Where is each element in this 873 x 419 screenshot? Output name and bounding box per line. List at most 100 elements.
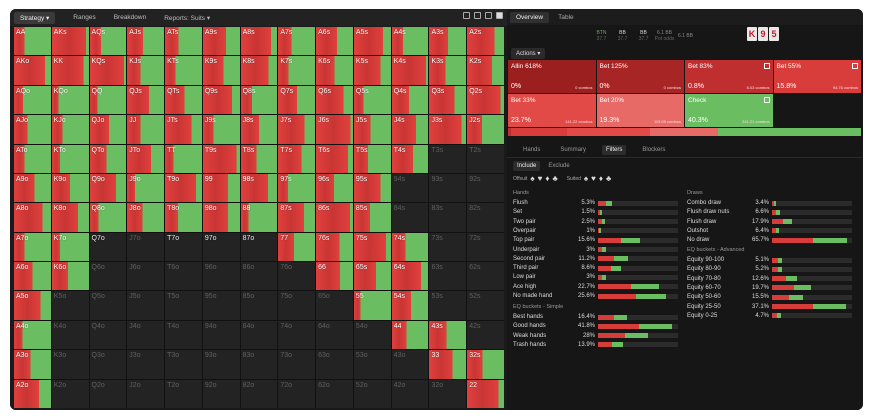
hand-cell-94s[interactable]: 94s bbox=[391, 173, 429, 203]
checkbox-icon[interactable] bbox=[852, 63, 858, 69]
action-bet-83-[interactable]: Bet 83% 0.8% 5.03 combos bbox=[685, 60, 773, 93]
hand-cell-A4o[interactable]: A4o bbox=[14, 320, 51, 350]
hand-cell-K2s[interactable]: K2s bbox=[467, 56, 504, 85]
filter-row-combo-draw[interactable]: Combo draw 3.4% bbox=[687, 199, 852, 207]
hand-cell-JTs[interactable]: JTs bbox=[165, 115, 202, 144]
hand-cell-95o[interactable]: 95o bbox=[202, 291, 240, 320]
hand-cell-63s[interactable]: 63s bbox=[429, 262, 467, 291]
hand-cell-J2s[interactable]: J2s bbox=[467, 115, 504, 144]
hand-cell-73o[interactable]: 73o bbox=[278, 350, 316, 379]
action-bet-33-[interactable]: Bet 33% 23.7% 141.22 combos bbox=[508, 94, 596, 127]
filter-row-two-pair[interactable]: Two pair 2.5% bbox=[513, 218, 678, 226]
hand-cell-K4o[interactable]: K4o bbox=[51, 320, 89, 350]
hand-cell-T4o[interactable]: T4o bbox=[165, 320, 202, 350]
hand-cell-A2o[interactable]: A2o bbox=[14, 379, 51, 408]
action-bet-20-[interactable]: Bet 20% 19.3% 115.05 combos bbox=[596, 94, 684, 127]
hand-cell-64s[interactable]: 64s bbox=[391, 262, 429, 291]
hand-cell-A7s[interactable]: A7s bbox=[278, 27, 316, 56]
tab-breakdown[interactable]: Breakdown bbox=[113, 14, 147, 21]
filter-row-underpair[interactable]: Underpair 3% bbox=[513, 246, 678, 254]
tab-table[interactable]: Table bbox=[558, 13, 574, 21]
filter-row-flush-draw[interactable]: Flush draw 17.9% bbox=[687, 218, 852, 226]
offsuit-club-icon[interactable]: ♣ bbox=[552, 174, 558, 183]
hand-cell-QQ[interactable]: QQ bbox=[89, 85, 127, 115]
hand-cell-93o[interactable]: 93o bbox=[202, 350, 240, 379]
hand-cell-A8o[interactable]: A8o bbox=[14, 203, 51, 232]
hand-cell-84o[interactable]: 84o bbox=[240, 320, 278, 350]
hand-cell-98o[interactable]: 98o bbox=[202, 203, 240, 232]
hand-cell-AJo[interactable]: AJo bbox=[14, 115, 51, 144]
actions-dropdown[interactable]: Actions ▾ bbox=[511, 48, 546, 59]
hand-cell-A3o[interactable]: A3o bbox=[14, 350, 51, 379]
hand-cell-K3s[interactable]: K3s bbox=[429, 56, 467, 85]
hand-cell-53o[interactable]: 53o bbox=[353, 350, 391, 379]
hand-cell-Q2s[interactable]: Q2s bbox=[467, 85, 504, 115]
hand-cell-K5s[interactable]: K5s bbox=[353, 56, 391, 85]
hand-cell-Q9s[interactable]: Q9s bbox=[202, 85, 240, 115]
hand-cell-TT[interactable]: TT bbox=[165, 144, 202, 173]
filter-row-trash-hands[interactable]: Trash hands 13.9% bbox=[513, 341, 678, 349]
hand-cell-QJo[interactable]: QJo bbox=[89, 115, 127, 144]
hand-cell-AA[interactable]: AA bbox=[14, 27, 51, 56]
hand-cell-KJo[interactable]: KJo bbox=[51, 115, 89, 144]
hand-cell-K9s[interactable]: K9s bbox=[202, 56, 240, 85]
hand-cell-Q4o[interactable]: Q4o bbox=[89, 320, 127, 350]
hand-cell-86o[interactable]: 86o bbox=[240, 262, 278, 291]
hand-cell-T7s[interactable]: T7s bbox=[278, 144, 316, 173]
hand-cell-K9o[interactable]: K9o bbox=[51, 173, 89, 203]
suited-diamond-icon[interactable]: ♦ bbox=[598, 174, 603, 183]
hand-cell-J3o[interactable]: J3o bbox=[127, 350, 165, 379]
hand-cell-92s[interactable]: 92s bbox=[467, 173, 504, 203]
hand-cell-T2o[interactable]: T2o bbox=[165, 379, 202, 408]
hand-cell-95s[interactable]: 95s bbox=[353, 173, 391, 203]
hand-cell-K4s[interactable]: K4s bbox=[391, 56, 429, 85]
tab-filters[interactable]: Filters bbox=[602, 145, 627, 155]
hand-cell-KQs[interactable]: KQs bbox=[89, 56, 127, 85]
filter-row-flush[interactable]: Flush 5.3% bbox=[513, 199, 678, 207]
hand-cell-96s[interactable]: 96s bbox=[316, 173, 353, 203]
hand-cell-A2s[interactable]: A2s bbox=[467, 27, 504, 56]
hand-cell-J9o[interactable]: J9o bbox=[127, 173, 165, 203]
tab-overview[interactable]: Overview bbox=[510, 11, 550, 23]
hand-cell-88[interactable]: 88 bbox=[240, 203, 278, 232]
hand-cell-92o[interactable]: 92o bbox=[202, 379, 240, 408]
hand-cell-Q9o[interactable]: Q9o bbox=[89, 173, 127, 203]
hand-cell-K3o[interactable]: K3o bbox=[51, 350, 89, 379]
suited-club-icon[interactable]: ♣ bbox=[605, 174, 612, 183]
hand-cell-J2o[interactable]: J2o bbox=[127, 379, 165, 408]
filter-row-no-made-hand[interactable]: No made hand 25.6% bbox=[513, 292, 678, 300]
hand-cell-A9s[interactable]: A9s bbox=[202, 27, 240, 56]
hand-cell-QTo[interactable]: QTo bbox=[89, 144, 127, 173]
hand-cell-75s[interactable]: 75s bbox=[353, 232, 391, 262]
hand-cell-J5o[interactable]: J5o bbox=[127, 291, 165, 320]
hand-cell-62o[interactable]: 62o bbox=[316, 379, 353, 408]
filter-row-set[interactable]: Set 1.5% bbox=[513, 208, 678, 216]
hand-cell-J7o[interactable]: J7o bbox=[127, 232, 165, 262]
contrast-icon[interactable] bbox=[463, 12, 470, 19]
tab-hands[interactable]: Hands bbox=[523, 147, 541, 153]
filter-row-no-draw[interactable]: No draw 65.7% bbox=[687, 236, 852, 244]
filter-row-top-pair[interactable]: Top pair 15.6% bbox=[513, 236, 678, 244]
offsuit-heart-icon[interactable]: ♥ bbox=[537, 174, 543, 183]
hand-cell-76s[interactable]: 76s bbox=[316, 232, 353, 262]
hand-cell-85s[interactable]: 85s bbox=[353, 203, 391, 232]
hand-cell-42s[interactable]: 42s bbox=[467, 320, 504, 350]
hand-cell-Q3o[interactable]: Q3o bbox=[89, 350, 127, 379]
hand-cell-65o[interactable]: 65o bbox=[316, 291, 353, 320]
hand-cell-Q2o[interactable]: Q2o bbox=[89, 379, 127, 408]
hand-cell-74s[interactable]: 74s bbox=[391, 232, 429, 262]
filter-row-equity-50-60[interactable]: Equity 50-60 15.5% bbox=[687, 293, 852, 301]
filter-row-overpair[interactable]: Overpair 1% bbox=[513, 227, 678, 235]
hand-cell-44[interactable]: 44 bbox=[391, 320, 429, 350]
hand-cell-22[interactable]: 22 bbox=[467, 379, 504, 408]
hand-cell-93s[interactable]: 93s bbox=[429, 173, 467, 203]
hand-cell-J7s[interactable]: J7s bbox=[278, 115, 316, 144]
hand-cell-KTo[interactable]: KTo bbox=[51, 144, 89, 173]
action-check[interactable]: Check 40.3% 241.21 combos bbox=[685, 94, 773, 127]
hand-cell-97s[interactable]: 97s bbox=[278, 173, 316, 203]
hand-cell-T9o[interactable]: T9o bbox=[165, 173, 202, 203]
hand-cell-86s[interactable]: 86s bbox=[316, 203, 353, 232]
hand-cell-AKs[interactable]: AKs bbox=[51, 27, 89, 56]
checkbox-icon[interactable] bbox=[763, 97, 770, 103]
hand-cell-T6s[interactable]: T6s bbox=[316, 144, 353, 173]
